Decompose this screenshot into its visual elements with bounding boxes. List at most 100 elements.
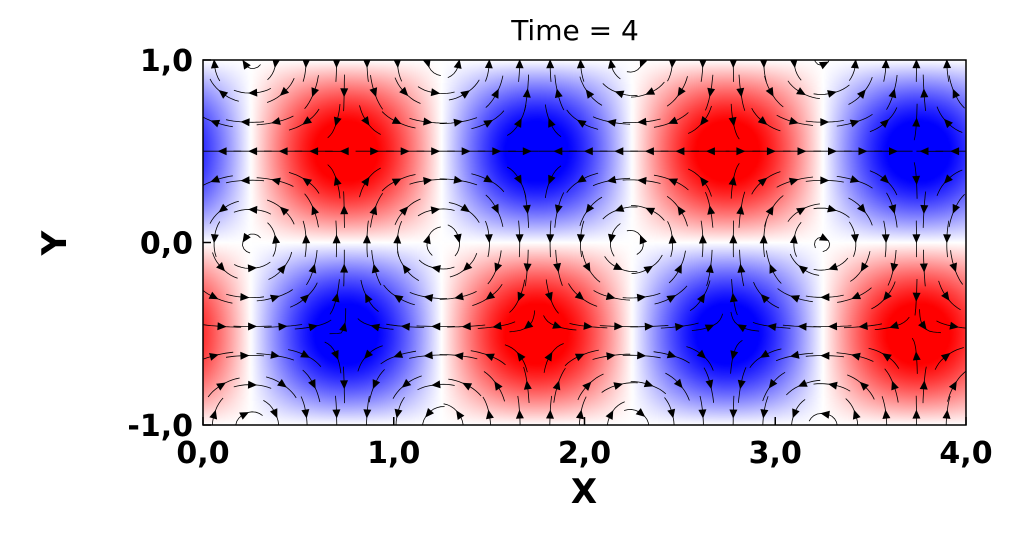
vector-arrow bbox=[308, 263, 317, 274]
vector-arrow bbox=[302, 234, 311, 244]
vector-arrow bbox=[643, 379, 654, 388]
vector-arrow bbox=[430, 88, 441, 97]
vector-arrow bbox=[240, 176, 250, 185]
vector-arrow bbox=[454, 352, 464, 361]
vector-arrow bbox=[270, 408, 278, 419]
vector-arrow bbox=[369, 87, 378, 98]
vector-arrow bbox=[554, 204, 563, 214]
vector-arrow bbox=[798, 265, 808, 274]
vector-arrow bbox=[698, 234, 707, 244]
vector-arrow bbox=[605, 292, 616, 300]
vector-arrow bbox=[759, 60, 768, 69]
vector-arrow bbox=[423, 117, 433, 126]
vector-arrow bbox=[637, 351, 647, 360]
vorticity-field bbox=[203, 60, 966, 425]
vector-arrow bbox=[522, 88, 531, 98]
vector-arrow bbox=[819, 233, 829, 241]
vector-arrow bbox=[331, 292, 340, 303]
vector-arrow bbox=[943, 174, 953, 184]
vector-arrow bbox=[209, 353, 219, 361]
vector-arrow bbox=[339, 147, 349, 156]
vector-arrow bbox=[675, 147, 685, 156]
vector-arrow bbox=[279, 206, 290, 216]
vector-arrow bbox=[736, 147, 746, 156]
vector-arrow bbox=[696, 349, 707, 359]
vector-arrow bbox=[453, 233, 462, 244]
vector-arrow bbox=[583, 147, 593, 156]
vector-arrow bbox=[361, 176, 370, 187]
vector-arrow bbox=[827, 204, 837, 213]
vector-arrow bbox=[484, 353, 495, 361]
vector-arrow bbox=[919, 263, 928, 273]
vector-arrow bbox=[331, 350, 339, 360]
vector-arrow bbox=[730, 350, 739, 360]
vector-arrow bbox=[430, 206, 441, 215]
vector-arrow bbox=[858, 322, 868, 330]
vector-arrow bbox=[361, 116, 370, 126]
vector-arrow bbox=[423, 351, 433, 360]
vector-arrow bbox=[364, 349, 373, 359]
vector-arrow bbox=[736, 87, 745, 98]
vector-arrow bbox=[940, 352, 951, 362]
vector-arrow bbox=[698, 409, 707, 419]
vector-arrow bbox=[393, 294, 404, 303]
vector-arrow bbox=[889, 321, 899, 329]
vector-arrow bbox=[484, 234, 493, 244]
vector-arrow bbox=[486, 409, 494, 420]
vector-arrow bbox=[767, 323, 777, 331]
vector-arrow bbox=[431, 322, 441, 331]
vector-arrow bbox=[218, 203, 229, 213]
vector-arrow bbox=[484, 60, 493, 69]
vector-arrow bbox=[340, 205, 349, 215]
x-axis-ticks: 0,0 1,0 2,0 3,0 4,0 bbox=[176, 417, 993, 471]
vector-arrow bbox=[705, 379, 714, 390]
vector-arrow bbox=[216, 382, 226, 391]
vector-arrow bbox=[393, 60, 401, 69]
vector-arrow bbox=[851, 352, 861, 361]
vector-arrow bbox=[677, 205, 686, 216]
x-tick-label: 3,0 bbox=[749, 436, 802, 471]
vector-arrow bbox=[514, 174, 522, 185]
vector-arrow bbox=[765, 205, 774, 216]
vector-arrow bbox=[217, 322, 227, 331]
vector-arrow bbox=[210, 234, 219, 244]
vector-arrow bbox=[605, 410, 614, 420]
vector-arrow bbox=[370, 323, 380, 332]
vector-arrow bbox=[391, 178, 402, 186]
vector-arrow bbox=[462, 382, 473, 391]
vector-arrow bbox=[239, 412, 249, 420]
vector-arrow bbox=[820, 293, 830, 302]
vector-arrow bbox=[943, 118, 953, 129]
vector-arrow bbox=[399, 206, 409, 216]
vector-arrow bbox=[883, 291, 892, 301]
vector-arrow bbox=[796, 207, 806, 216]
vector-arrow bbox=[523, 380, 532, 390]
vector-arrow bbox=[548, 117, 556, 128]
vector-arrow bbox=[882, 409, 891, 419]
vector-arrow bbox=[302, 177, 312, 187]
vector-arrow bbox=[608, 233, 616, 244]
vector-arrow bbox=[247, 380, 258, 389]
vector-arrow bbox=[673, 378, 683, 389]
vector-arrow bbox=[912, 351, 921, 361]
vector-arrow bbox=[759, 349, 770, 358]
vector-arrow bbox=[912, 234, 921, 244]
x-axis-label: X bbox=[571, 472, 597, 512]
vector-arrow bbox=[882, 353, 892, 362]
vector-arrow bbox=[483, 174, 494, 183]
vector-arrow bbox=[797, 322, 807, 331]
vector-arrow bbox=[585, 203, 595, 214]
vector-arrow bbox=[301, 409, 310, 419]
vector-arrow bbox=[270, 294, 280, 303]
vector-arrow bbox=[952, 203, 960, 214]
vector-arrow bbox=[522, 204, 531, 215]
vector-arrow bbox=[639, 234, 648, 245]
vector-arrow bbox=[210, 119, 221, 128]
vector-arrow bbox=[491, 203, 499, 214]
vector-arrow bbox=[372, 379, 381, 389]
x-tick-label: 0,0 bbox=[176, 436, 229, 471]
vector-arrow bbox=[362, 234, 371, 244]
vector-arrow bbox=[399, 86, 409, 97]
vector-arrow bbox=[553, 147, 563, 156]
vector-arrow bbox=[707, 205, 716, 215]
